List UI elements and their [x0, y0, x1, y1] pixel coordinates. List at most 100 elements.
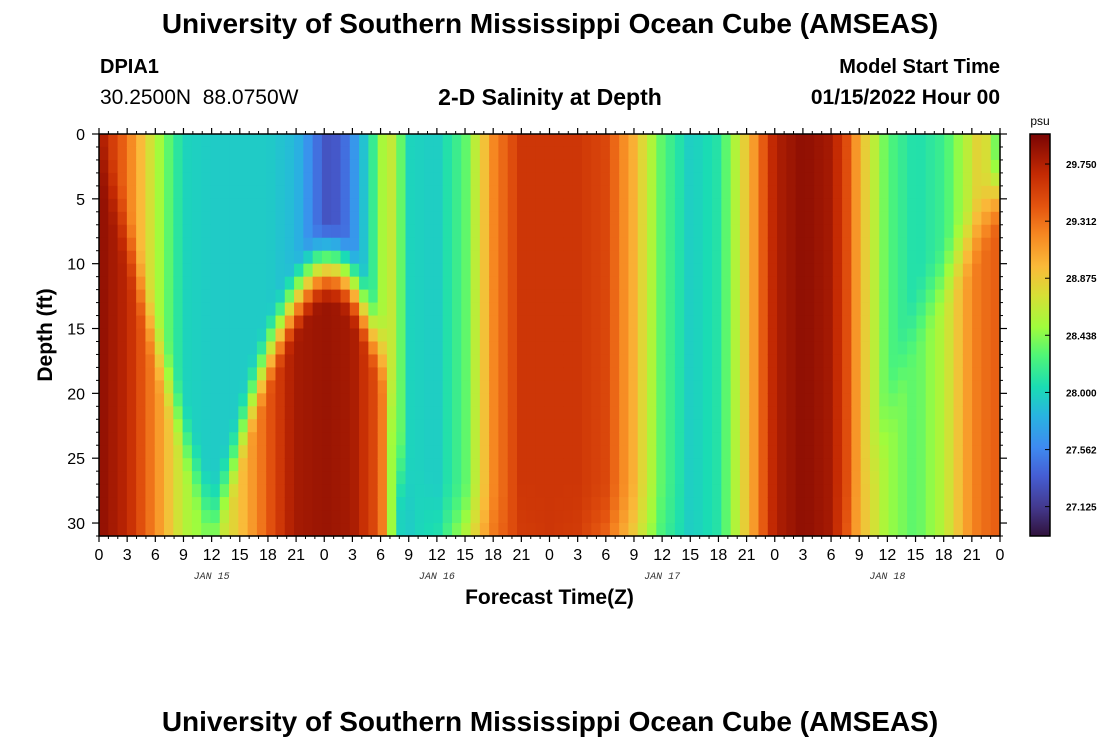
heatmap-cell	[377, 510, 388, 524]
heatmap-cell	[693, 328, 704, 343]
heatmap-cell	[925, 367, 936, 381]
heatmap-cell	[563, 523, 574, 537]
heatmap-cell	[572, 315, 583, 330]
heatmap-cell	[702, 341, 713, 356]
heatmap-cell	[628, 146, 639, 161]
heatmap-cell	[897, 341, 908, 356]
heatmap-cell	[777, 354, 787, 369]
heatmap-cell	[981, 289, 992, 304]
heatmap-cell	[191, 237, 202, 252]
heatmap-cell	[758, 380, 769, 394]
heatmap-cell	[136, 263, 147, 278]
heatmap-cell	[535, 263, 546, 278]
heatmap-cell	[981, 172, 992, 187]
heatmap-cell	[126, 250, 137, 265]
heatmap-cell	[888, 315, 899, 330]
heatmap-cell	[266, 523, 277, 537]
heatmap-cell	[823, 406, 834, 420]
heatmap-cell	[359, 198, 369, 213]
heatmap-cell	[489, 276, 500, 291]
heatmap-cell	[944, 380, 955, 394]
heatmap-cell	[99, 354, 109, 369]
heatmap-cell	[479, 432, 490, 446]
heatmap-cell	[591, 237, 602, 252]
heatmap-cell	[368, 458, 379, 472]
heatmap-cell	[795, 341, 806, 356]
heatmap-cell	[656, 380, 667, 394]
heatmap-cell	[647, 172, 657, 187]
heatmap-cell	[535, 458, 546, 472]
heatmap-cell	[340, 302, 351, 317]
heatmap-cell	[451, 458, 462, 472]
heatmap-cell	[247, 237, 258, 252]
heatmap-cell	[814, 172, 825, 187]
heatmap-cell	[136, 159, 147, 174]
heatmap-cell	[804, 263, 815, 278]
heatmap-cell	[136, 471, 147, 485]
heatmap-cell	[600, 172, 611, 187]
heatmap-cell	[461, 419, 472, 433]
heatmap-cell	[749, 134, 760, 148]
heatmap-cell	[154, 367, 165, 381]
heatmap-cell	[981, 484, 992, 498]
heatmap-cell	[721, 406, 732, 420]
heatmap-cell	[851, 510, 862, 524]
heatmap-cell	[498, 406, 509, 420]
heatmap-cell	[544, 484, 555, 498]
heatmap-cell	[804, 354, 815, 369]
heatmap-cell	[108, 419, 119, 433]
heatmap-cell	[368, 432, 379, 446]
heatmap-cell	[656, 250, 667, 265]
heatmap-cell	[591, 354, 602, 369]
heatmap-cell	[981, 380, 992, 394]
heatmap-cell	[619, 471, 630, 485]
heatmap-cell	[117, 432, 128, 446]
heatmap-cell	[693, 471, 704, 485]
heatmap-cell	[266, 471, 277, 485]
heatmap-cell	[284, 523, 295, 537]
heatmap-cell	[284, 406, 295, 420]
heatmap-cell	[386, 134, 397, 148]
heatmap-cell	[349, 211, 360, 226]
heatmap-cell	[712, 484, 722, 498]
heatmap-cell	[823, 315, 834, 330]
heatmap-cell	[433, 484, 444, 498]
heatmap-cell	[777, 146, 787, 161]
heatmap-cell	[972, 159, 983, 174]
heatmap-cell	[108, 354, 119, 369]
heatmap-cell	[164, 185, 174, 200]
heatmap-cell	[284, 419, 295, 433]
heatmap-cell	[656, 159, 667, 174]
heatmap-cell	[396, 276, 407, 291]
heatmap-cell	[600, 406, 611, 420]
heatmap-cell	[489, 185, 500, 200]
heatmap-cell	[201, 445, 212, 459]
heatmap-cell	[433, 523, 444, 537]
heatmap-cell	[191, 185, 202, 200]
heatmap-cell	[99, 458, 109, 472]
heatmap-cell	[795, 484, 806, 498]
heatmap-cell	[433, 393, 444, 407]
heatmap-cell	[256, 198, 267, 213]
heatmap-cell	[990, 367, 1001, 381]
heatmap-cell	[832, 211, 843, 226]
heatmap-cell	[600, 146, 611, 161]
heatmap-cell	[349, 419, 360, 433]
heatmap-cell	[516, 276, 527, 291]
heatmap-cell	[758, 159, 769, 174]
heatmap-cell	[544, 224, 555, 239]
heatmap-cell	[647, 237, 657, 252]
heatmap-cell	[647, 354, 657, 369]
heatmap-cell	[953, 341, 964, 356]
heatmap-cell	[916, 172, 927, 187]
heatmap-cell	[758, 224, 769, 239]
heatmap-cell	[368, 289, 379, 304]
heatmap-cell	[136, 302, 147, 317]
heatmap-cell	[730, 341, 741, 356]
heatmap-cell	[312, 510, 323, 524]
heatmap-cell	[340, 367, 351, 381]
heatmap-cell	[126, 289, 137, 304]
heatmap-cell	[489, 432, 500, 446]
heatmap-cell	[888, 341, 899, 356]
heatmap-cell	[879, 445, 890, 459]
